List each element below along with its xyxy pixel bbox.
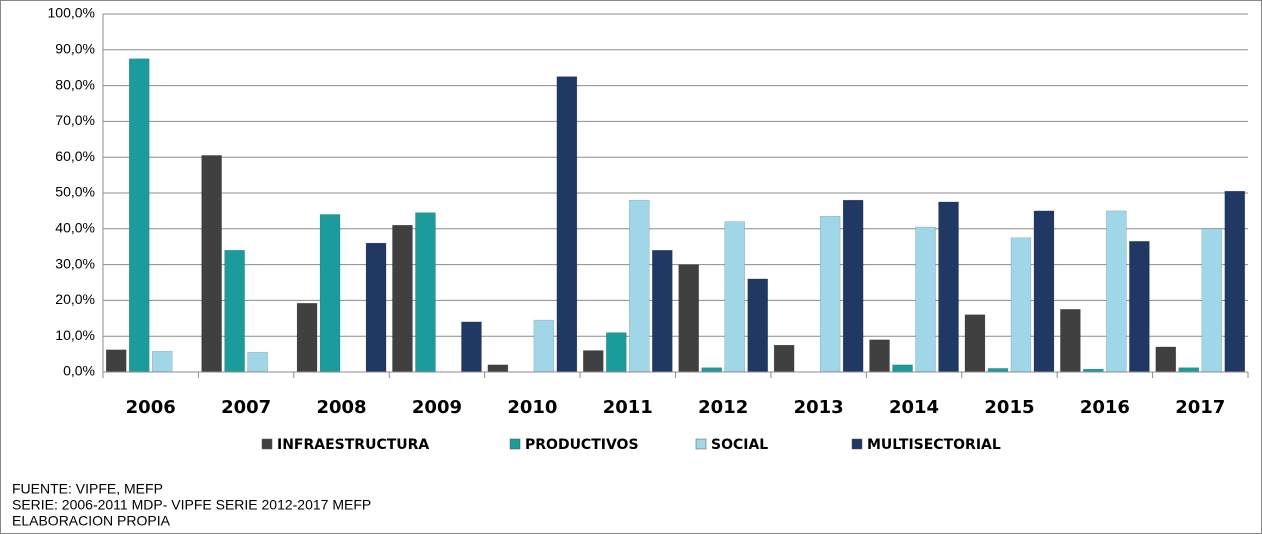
bar — [461, 321, 482, 373]
bar — [128, 58, 150, 373]
footnote: FUENTE: VIPFE, MEFP — [12, 481, 163, 497]
bar — [556, 76, 578, 373]
x-tick-label: 2016 — [1080, 397, 1130, 418]
footnote: SERIE: 2006-2011 MDP- VIPFE SERIE 2012-2… — [12, 497, 371, 513]
bar — [201, 155, 222, 373]
legend-label: PRODUCTIVOS — [525, 437, 639, 453]
y-tick-label: 10,0% — [55, 327, 95, 343]
bar — [533, 319, 555, 373]
y-tick-label: 60,0% — [55, 148, 95, 164]
y-tick-label: 50,0% — [55, 184, 95, 200]
y-tick-label: 100,0% — [48, 5, 95, 21]
legend-label: MULTISECTORIAL — [867, 437, 1001, 453]
x-tick-label: 2017 — [1175, 397, 1225, 418]
bar — [892, 364, 913, 373]
bar — [724, 221, 745, 373]
x-tick-label: 2008 — [316, 397, 366, 418]
bar — [105, 349, 127, 373]
x-tick-label: 2011 — [603, 397, 653, 418]
legend-swatch — [695, 438, 707, 450]
bar — [1178, 367, 1200, 373]
x-tick-label: 2013 — [794, 397, 844, 418]
bar — [151, 350, 173, 373]
bar — [652, 250, 673, 373]
bar — [629, 199, 650, 373]
bar — [701, 367, 722, 373]
bar — [415, 212, 436, 373]
bar — [224, 250, 245, 373]
bar — [938, 201, 959, 373]
legend-swatch — [851, 438, 863, 450]
bar — [606, 332, 627, 373]
bar — [319, 214, 341, 373]
x-tick-label: 2015 — [984, 397, 1034, 418]
bar — [819, 216, 841, 373]
legend-label: SOCIAL — [711, 437, 768, 453]
y-tick-label: 0,0% — [63, 363, 95, 379]
legend-label: INFRAESTRUCTURA — [277, 437, 429, 453]
x-tick-label: 2006 — [126, 397, 176, 418]
y-tick-label: 40,0% — [55, 220, 95, 236]
y-tick-label: 70,0% — [55, 112, 95, 128]
bar — [773, 344, 795, 373]
bar — [915, 226, 936, 373]
footnote: ELABORACION PROPIA — [12, 513, 171, 529]
bar — [1129, 241, 1150, 373]
x-tick-label: 2010 — [507, 397, 557, 418]
x-tick-label: 2012 — [698, 397, 748, 418]
y-tick-label: 90,0% — [55, 41, 95, 57]
bar — [1060, 309, 1081, 373]
legend-swatch — [509, 438, 521, 450]
x-tick-label: 2009 — [412, 397, 462, 418]
bar — [869, 339, 890, 373]
bar — [296, 303, 318, 373]
bar — [1106, 210, 1127, 373]
bar — [1224, 190, 1246, 373]
bar — [1155, 346, 1177, 373]
y-tick-label: 30,0% — [55, 255, 95, 271]
x-tick-label: 2007 — [221, 397, 271, 418]
x-tick-label: 2014 — [889, 397, 939, 418]
y-tick-label: 80,0% — [55, 76, 95, 92]
bar — [842, 199, 864, 373]
bar — [1010, 237, 1032, 373]
bar — [365, 242, 387, 373]
bar — [747, 278, 768, 373]
bar — [678, 264, 699, 373]
bar — [392, 224, 413, 373]
legend-swatch — [261, 438, 273, 450]
bar — [1201, 228, 1223, 373]
bar — [247, 352, 268, 373]
bar — [583, 350, 604, 373]
bar — [987, 368, 1009, 373]
bar — [964, 314, 986, 373]
bar — [487, 364, 509, 373]
y-tick-label: 20,0% — [55, 291, 95, 307]
bar — [1033, 210, 1055, 373]
